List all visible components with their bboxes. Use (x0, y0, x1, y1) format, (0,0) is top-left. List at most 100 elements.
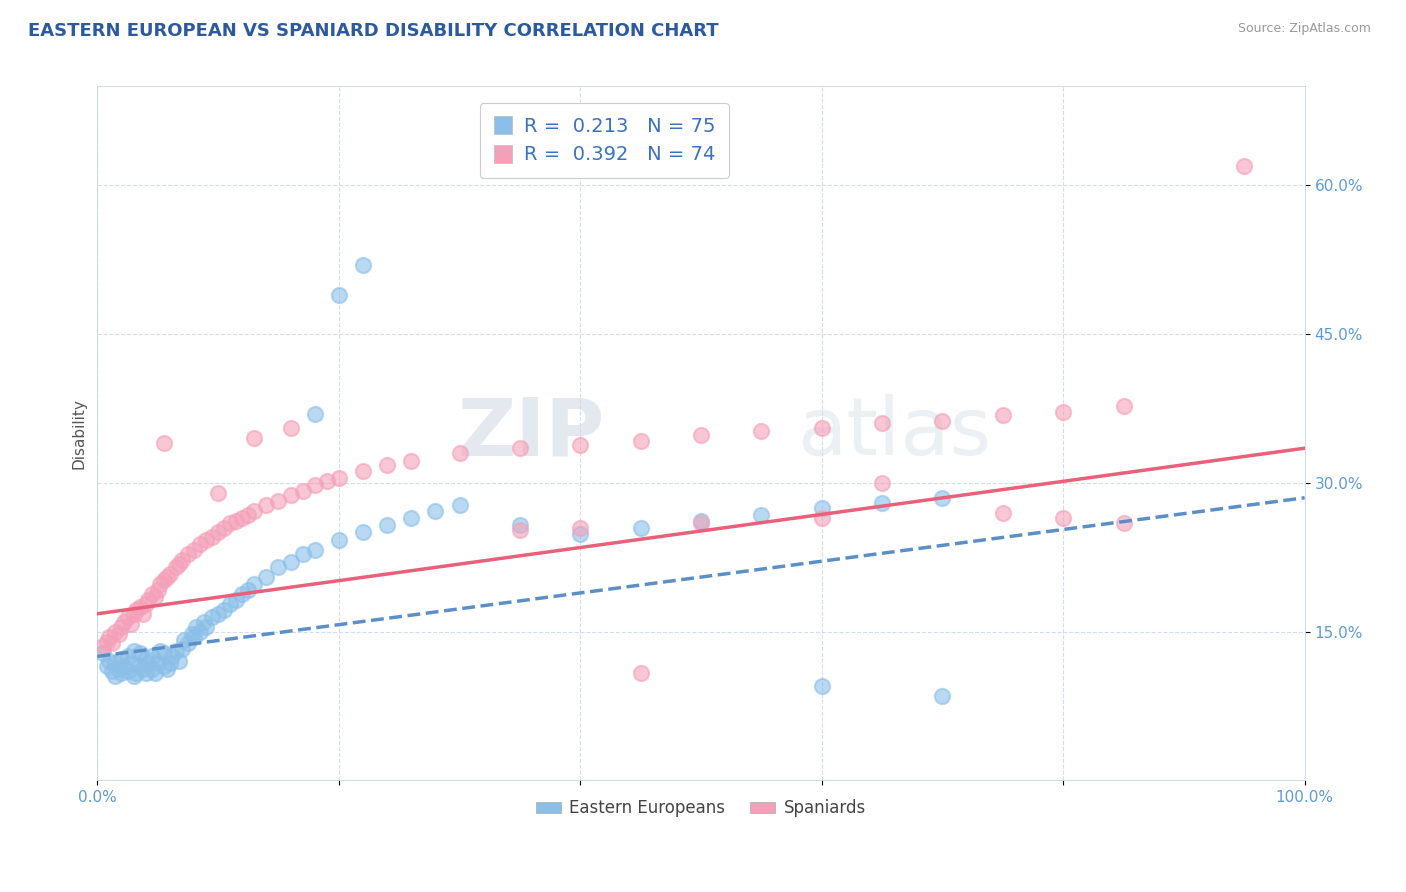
Point (243, 577, 266, 591)
Text: atlas: atlas (797, 394, 993, 473)
Point (98, 630, 121, 644)
Y-axis label: Disability: Disability (72, 398, 86, 469)
Point (243, 503, 266, 517)
Point (96, 634, 118, 648)
Point (152, 647, 174, 661)
Point (146, 657, 169, 671)
Point (160, 649, 183, 664)
Point (212, 520, 235, 534)
Point (449, 498, 471, 512)
Point (188, 537, 211, 551)
Point (125, 603, 148, 617)
Point (169, 654, 191, 668)
Point (352, 525, 374, 540)
Point (231, 510, 253, 524)
Point (931, 689, 953, 703)
Point (98, 654, 121, 668)
Point (177, 636, 200, 650)
Point (188, 624, 211, 639)
Point (207, 485, 229, 500)
Point (112, 659, 135, 673)
Point (751, 508, 773, 522)
Point (1112, 516, 1135, 530)
Point (101, 665, 124, 679)
Point (449, 446, 471, 460)
Point (122, 607, 145, 621)
Point (108, 626, 131, 640)
Point (152, 573, 174, 587)
Point (170, 642, 193, 657)
Point (375, 458, 398, 472)
Point (120, 657, 142, 671)
Point (201, 609, 224, 624)
Point (254, 570, 277, 584)
Point (128, 599, 150, 614)
Point (122, 644, 145, 658)
Point (219, 597, 242, 611)
Point (152, 436, 174, 450)
Point (156, 662, 179, 676)
Point (352, 258, 374, 272)
Point (149, 644, 172, 658)
Point (931, 414, 953, 428)
Point (128, 659, 150, 673)
Point (169, 557, 191, 571)
Point (135, 666, 157, 681)
Point (267, 560, 290, 574)
Point (870, 496, 893, 510)
Point (569, 527, 592, 541)
Point (159, 657, 181, 671)
Point (135, 597, 157, 611)
Point (183, 543, 205, 558)
Point (195, 620, 218, 634)
Point (509, 517, 531, 532)
Point (509, 524, 531, 538)
Point (1233, 159, 1256, 173)
Point (108, 662, 131, 676)
Point (569, 520, 592, 534)
Point (1052, 404, 1074, 418)
Point (219, 516, 242, 530)
Point (328, 471, 350, 485)
Point (125, 666, 148, 681)
Point (810, 421, 832, 435)
Point (291, 483, 314, 498)
Point (630, 520, 652, 534)
Point (132, 607, 155, 621)
Point (117, 609, 139, 624)
Text: EASTERN EUROPEAN VS SPANIARD DISABILITY CORRELATION CHART: EASTERN EUROPEAN VS SPANIARD DISABILITY … (28, 22, 718, 40)
Point (569, 438, 592, 452)
Point (991, 506, 1014, 520)
Point (159, 567, 181, 582)
Point (193, 615, 215, 629)
Point (120, 616, 142, 631)
Point (93, 640, 115, 654)
Point (328, 533, 350, 548)
Point (810, 679, 832, 693)
Point (267, 493, 290, 508)
Point (304, 478, 326, 492)
Point (173, 632, 195, 647)
Point (751, 425, 773, 439)
Point (690, 514, 713, 528)
Point (132, 662, 155, 676)
Point (280, 488, 302, 502)
Point (315, 474, 337, 488)
Point (110, 620, 132, 634)
Point (870, 475, 893, 490)
Point (630, 434, 652, 449)
Point (243, 431, 266, 445)
Point (630, 666, 652, 681)
Point (156, 570, 179, 584)
Point (931, 491, 953, 505)
Point (238, 508, 260, 522)
Point (110, 666, 132, 681)
Point (177, 547, 200, 561)
Point (810, 510, 832, 524)
Point (104, 657, 127, 671)
Point (399, 510, 422, 524)
Point (304, 407, 326, 421)
Point (136, 657, 159, 671)
Point (509, 441, 531, 455)
Point (183, 630, 205, 644)
